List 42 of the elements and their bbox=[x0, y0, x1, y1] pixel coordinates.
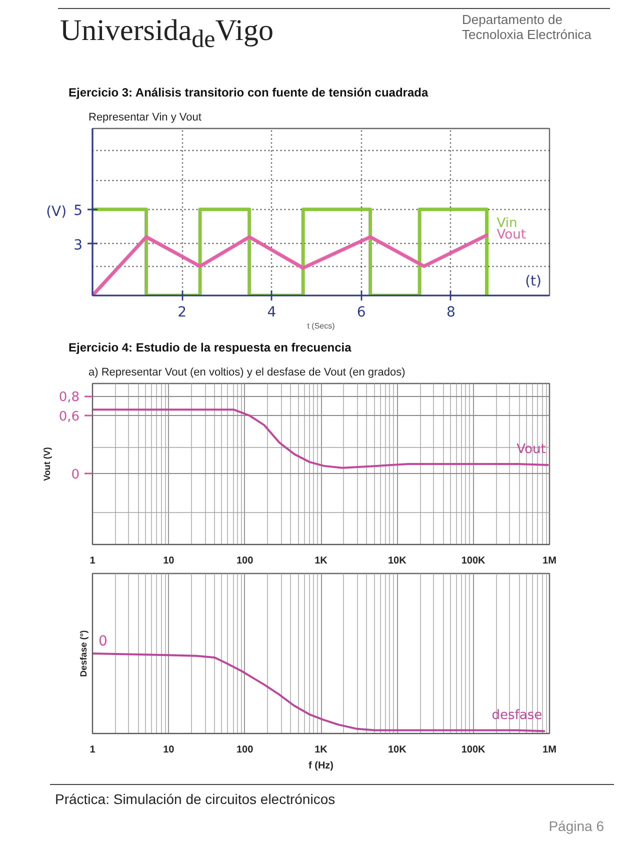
y-axis-title: Vout (V) bbox=[42, 447, 52, 481]
x-axis-title: f (Hz) bbox=[308, 760, 334, 772]
x-tick-label: 10K bbox=[388, 744, 408, 756]
y-tick-label: 0 bbox=[71, 468, 80, 483]
text: Universida$_{de}$Vigo bbox=[60, 13, 274, 55]
x-tick-label: 1 bbox=[90, 556, 96, 566]
series-label: desfase bbox=[492, 708, 542, 724]
text: Práctica: Simulación de circuitos electrónicos bbox=[55, 790, 336, 809]
series-label: Vout bbox=[496, 228, 526, 243]
y-axis-title: Desfase (°) bbox=[78, 630, 88, 677]
chart-subtitle: Representar Vin y Vout bbox=[88, 112, 202, 124]
annotation: (t) bbox=[525, 274, 542, 290]
x-tick-label: 2 bbox=[178, 304, 187, 320]
x-tick-label: 1K bbox=[314, 744, 328, 756]
text: Departamento de Tecnoloxia Electrónica bbox=[462, 12, 592, 42]
x-axis-title: t (Secs) bbox=[307, 322, 336, 330]
x-tick-label: 100K bbox=[461, 556, 486, 566]
x-tick-label: 100 bbox=[236, 744, 254, 756]
y-tick-label: 0,8 bbox=[58, 390, 80, 406]
x-tick-label: 10 bbox=[163, 744, 175, 756]
x-tick-label: 10K bbox=[388, 556, 408, 566]
x-tick-label: 100 bbox=[236, 556, 254, 566]
chart-title: Ejercicio 4: Estudio de la respuesta en frecuencia bbox=[68, 340, 352, 354]
y-tick-label: 5 bbox=[74, 202, 83, 219]
y-tick-label: 0,6 bbox=[58, 410, 80, 425]
x-tick-label: 1 bbox=[90, 744, 96, 756]
x-tick-label: 10 bbox=[163, 556, 175, 566]
y-axis-title: (V) bbox=[46, 204, 67, 220]
x-tick-label: 6 bbox=[356, 304, 366, 320]
text: Página 6 bbox=[548, 817, 604, 836]
series-label: Vout bbox=[516, 442, 546, 457]
chart-title: Ejercicio 3: Análisis transitorio con fuente de tensión cuadrada bbox=[68, 86, 428, 100]
x-tick-label: 1M bbox=[542, 744, 556, 756]
y-tick-label: 3 bbox=[74, 237, 83, 254]
x-tick-label: 1M bbox=[542, 556, 556, 566]
annotation: 0 bbox=[98, 634, 108, 650]
x-tick-label: 4 bbox=[267, 304, 276, 320]
x-tick-label: 100K bbox=[461, 744, 486, 756]
x-tick-label: 8 bbox=[446, 304, 456, 320]
chart-subtitle: a) Representar Vout (en voltios) y el desfase de Vout (en grados) bbox=[88, 366, 406, 378]
line-series bbox=[92, 233, 489, 296]
x-tick-label: 1K bbox=[314, 556, 328, 566]
